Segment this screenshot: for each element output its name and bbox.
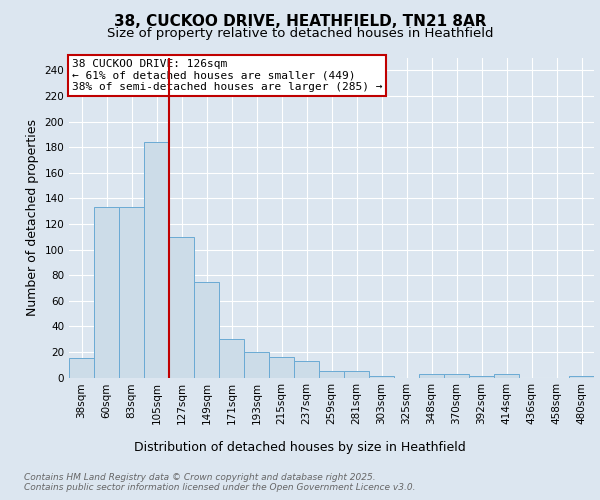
Y-axis label: Number of detached properties: Number of detached properties	[26, 119, 39, 316]
Text: Size of property relative to detached houses in Heathfield: Size of property relative to detached ho…	[107, 28, 493, 40]
Bar	[244, 352, 269, 378]
Text: 38 CUCKOO DRIVE: 126sqm
← 61% of detached houses are smaller (449)
38% of semi-d: 38 CUCKOO DRIVE: 126sqm ← 61% of detache…	[71, 59, 382, 92]
Bar	[444, 374, 469, 378]
Bar	[119, 208, 144, 378]
Bar	[569, 376, 594, 378]
Bar	[319, 371, 344, 378]
Text: Contains HM Land Registry data © Crown copyright and database right 2025.: Contains HM Land Registry data © Crown c…	[24, 472, 376, 482]
Text: 38, CUCKOO DRIVE, HEATHFIELD, TN21 8AR: 38, CUCKOO DRIVE, HEATHFIELD, TN21 8AR	[114, 14, 486, 29]
Bar	[269, 357, 294, 378]
Text: Distribution of detached houses by size in Heathfield: Distribution of detached houses by size …	[134, 441, 466, 454]
Bar	[294, 361, 319, 378]
Bar	[469, 376, 494, 378]
Bar	[69, 358, 94, 378]
Bar	[344, 371, 369, 378]
Bar	[219, 339, 244, 378]
Bar	[144, 142, 169, 378]
Bar	[494, 374, 519, 378]
Bar	[194, 282, 219, 378]
Bar	[419, 374, 444, 378]
Bar	[94, 208, 119, 378]
Text: Contains public sector information licensed under the Open Government Licence v3: Contains public sector information licen…	[24, 484, 415, 492]
Bar	[169, 236, 194, 378]
Bar	[369, 376, 394, 378]
